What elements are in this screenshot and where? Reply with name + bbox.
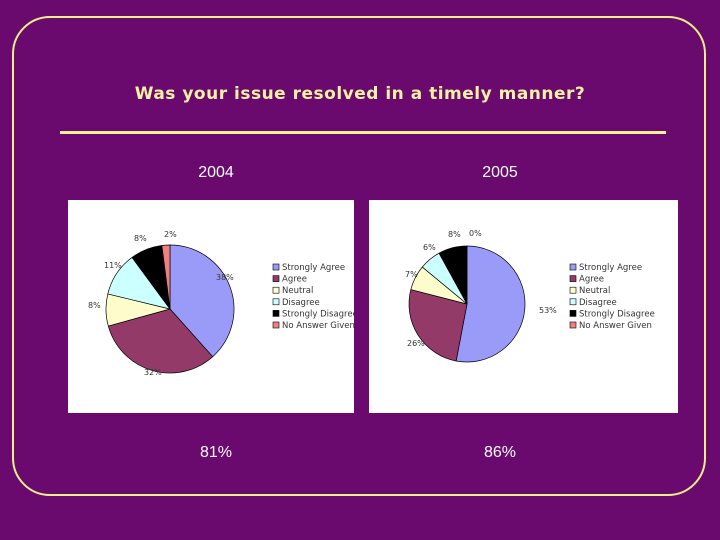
legend-swatch-5 [272,321,280,329]
summary-percent-2005: 86% [483,444,517,461]
legend-label-4: Strongly Disagree [282,309,354,319]
pie-slice-label-2: 7% [405,270,418,279]
year-label-2005: 2005 [482,164,518,181]
legend-swatch-0 [272,263,280,271]
pie-slice-1 [408,289,468,362]
legend-label-3: Disagree [579,298,617,308]
slide-title: Was your issue resolved in a timely mann… [134,84,586,104]
legend-swatch-4 [569,310,577,317]
legend-swatch-1 [272,275,280,282]
legend-label-3: Disagree [282,298,320,308]
pie-slice-0 [455,245,526,363]
pie-chart-2005-svg: 53% 26% 7% 6% 8% 0% Strongly Agree AgreeNeutral… [405,229,655,363]
pie-chart-2005: 53% 26% 7% 6% 8% 0% Strongly Agree Agree Neutral… [369,200,678,413]
legend-swatch-5 [569,321,577,329]
legend-label-1: Agree [579,275,604,285]
legend-label-0: Strongly Agree [579,263,642,273]
pie-slice-label-0: 53% [539,306,557,315]
slide-frame [12,16,706,496]
legend-swatch-2 [569,286,577,294]
legend-label-4: Strongly Disagree [579,309,655,319]
pie-slice-label-5: 2% [164,230,177,239]
pie-slice-0 [169,244,235,358]
pie-slice-label-2: 8% [88,301,101,310]
pie-slice-label-1: 32% [144,368,162,377]
pie-slice-label-3: 11% [104,261,122,270]
legend-swatch-1 [569,275,577,282]
pie-slice-label-3: 6% [423,243,436,252]
pie-slice-5 [161,244,171,310]
legend-swatch-3 [569,298,577,306]
pie-chart-2004-svg: 38% 32% 8% 11% 8% 2% Strongly Agree AgreeNeutra… [88,230,358,377]
pie-slice-label-1: 26% [407,339,425,348]
summary-percent-2004: 81% [199,444,233,461]
year-label-2004: 2004 [198,164,234,181]
pie-slice-label-4: 8% [448,230,461,239]
legend-label-5: No Answer Given [282,321,354,331]
title-underline [60,131,666,134]
legend-label-5: No Answer Given [579,321,652,331]
legend-label-0: Strongly Agree [282,263,345,273]
legend-swatch-3 [272,298,280,306]
pie-slice-1 [107,308,214,374]
legend-swatch-0 [569,263,577,271]
legend-swatch-4 [272,310,280,317]
legend-label-2: Neutral [579,286,610,296]
pie-slice-label-5: 0% [469,229,482,238]
legend-swatch-2 [272,286,280,294]
legend-label-1: Agree [282,275,307,285]
pie-chart-2004: 38% 32% 8% 11% 8% 2% Strongly Agree Agree Neutra… [68,200,358,413]
pie-slice-4 [438,245,468,305]
pie-slice-label-4: 8% [134,234,147,243]
pie-slice-label-0: 38% [216,273,234,282]
legend-label-2: Neutral [282,286,313,296]
